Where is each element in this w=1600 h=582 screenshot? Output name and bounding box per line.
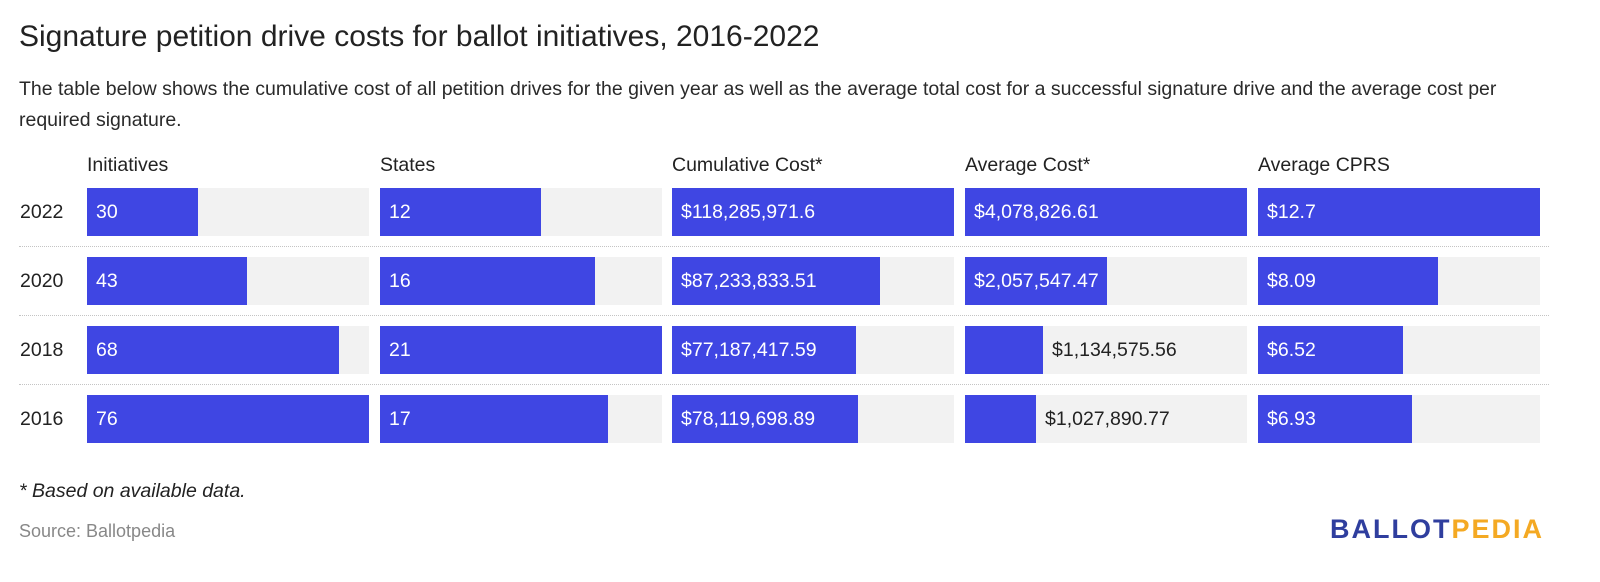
bar-cell-average: $4,078,826.61: [965, 188, 1247, 236]
bar-cell-states: 12: [380, 188, 662, 236]
row-divider: [19, 384, 1549, 385]
data-label-cumulative: $87,233,833.51: [681, 270, 817, 292]
column-header-cumulative: Cumulative Cost*: [672, 154, 823, 176]
ballotpedia-logo: BALLOTPEDIA: [1329, 514, 1544, 544]
bar-cumulative: [672, 257, 880, 305]
row-year-label: 2022: [20, 201, 64, 223]
column-header-cprs: Average CPRS: [1258, 154, 1390, 176]
column-header-average: Average Cost*: [965, 154, 1091, 176]
bar-initiatives: [87, 395, 369, 443]
bar-cell-cprs: $12.7: [1258, 188, 1540, 236]
bar-average: [965, 257, 1107, 305]
bar-cell-cumulative: $78,119,698.89: [672, 395, 954, 443]
bar-states: [380, 257, 595, 305]
table-row: 2022 30 12 $118,285,971.6 $4,078,826.61 $12.7: [0, 188, 1600, 236]
bar-cumulative: [672, 188, 954, 236]
bar-cell-average: $1,027,890.77: [965, 395, 1247, 443]
data-label-initiatives: 68: [96, 339, 118, 361]
data-label-states: 16: [389, 270, 411, 292]
bar-states: [380, 188, 541, 236]
bar-cell-average: $2,057,547.47: [965, 257, 1247, 305]
bar-average: [965, 326, 1043, 374]
data-label-average: $1,027,890.77: [1045, 408, 1170, 430]
data-label-cprs: $6.52: [1267, 339, 1316, 361]
data-label-cumulative: $118,285,971.6: [681, 201, 816, 223]
bar-cumulative: [672, 395, 858, 443]
footnote: * Based on available data.: [19, 480, 246, 502]
chart-title: Signature petition drive costs for ballo…: [19, 20, 820, 53]
bar-states: [380, 326, 662, 374]
row-year-label: 2018: [20, 339, 64, 361]
bar-cprs: [1258, 326, 1403, 374]
source-note: Source: Ballotpedia: [19, 521, 176, 541]
data-label-initiatives: 30: [96, 201, 118, 223]
data-label-average: $4,078,826.61: [974, 201, 1099, 223]
bar-cprs: [1258, 395, 1412, 443]
data-label-cumulative: $77,187,417.59: [681, 339, 817, 361]
data-label-cprs: $8.09: [1267, 270, 1316, 292]
bar-cell-cumulative: $87,233,833.51: [672, 257, 954, 305]
column-header-states: States: [380, 154, 436, 176]
bar-cell-initiatives: 76: [87, 395, 369, 443]
table-row: 2020 43 16 $87,233,833.51 $2,057,547.47 $8.09: [0, 257, 1600, 305]
data-label-states: 21: [389, 339, 411, 361]
bar-cell-cprs: $6.93: [1258, 395, 1540, 443]
column-header-initiatives: Initiatives: [87, 154, 169, 176]
data-label-states: 12: [389, 201, 411, 223]
bar-cell-average: $1,134,575.56: [965, 326, 1247, 374]
data-label-initiatives: 76: [96, 408, 118, 430]
bar-initiatives: [87, 188, 198, 236]
bar-cprs: [1258, 257, 1438, 305]
row-divider: [19, 246, 1549, 247]
bar-cell-initiatives: 30: [87, 188, 369, 236]
bar-cell-states: 16: [380, 257, 662, 305]
data-label-average: $1,134,575.56: [1052, 339, 1177, 361]
data-label-cprs: $6.93: [1267, 408, 1316, 430]
bar-cell-states: 17: [380, 395, 662, 443]
bar-initiatives: [87, 257, 247, 305]
table-row: 2018 68 21 $77,187,417.59 $1,134,575.56 $6.52: [0, 326, 1600, 374]
bar-cell-cumulative: $77,187,417.59: [672, 326, 954, 374]
row-divider: [19, 315, 1549, 316]
bar-cell-initiatives: 68: [87, 326, 369, 374]
bar-cell-cprs: $8.09: [1258, 257, 1540, 305]
row-year-label: 2020: [20, 270, 64, 292]
data-label-states: 17: [389, 408, 411, 430]
bar-states: [380, 395, 608, 443]
bar-cprs: [1258, 188, 1540, 236]
row-year-label: 2016: [20, 408, 64, 430]
bar-initiatives: [87, 326, 339, 374]
data-label-cprs: $12.7: [1267, 201, 1316, 223]
bar-average: [965, 395, 1036, 443]
bar-cumulative: [672, 326, 856, 374]
data-label-average: $2,057,547.47: [974, 270, 1099, 292]
chart-subtitle: The table below shows the cumulative cos…: [19, 78, 1497, 131]
bar-cell-states: 21: [380, 326, 662, 374]
data-label-cumulative: $78,119,698.89: [681, 408, 816, 430]
data-label-initiatives: 43: [96, 270, 118, 292]
bar-cell-initiatives: 43: [87, 257, 369, 305]
table-row: 2016 76 17 $78,119,698.89 $1,027,890.77 $6.93: [0, 395, 1600, 443]
bar-cell-cprs: $6.52: [1258, 326, 1540, 374]
bar-cell-cumulative: $118,285,971.6: [672, 188, 954, 236]
bar-average: [965, 188, 1247, 236]
